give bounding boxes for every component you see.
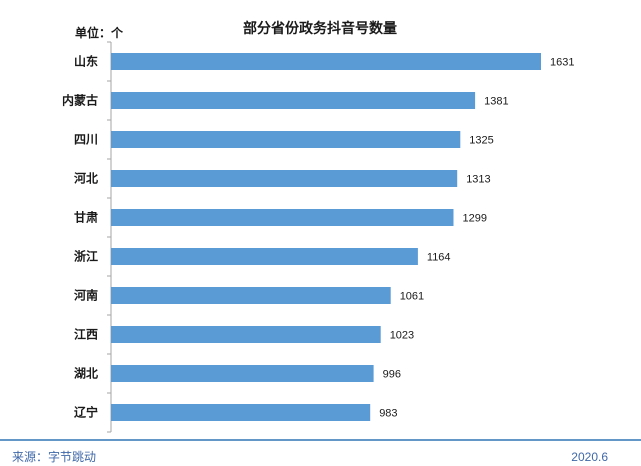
value-label: 1325 <box>469 135 493 147</box>
bar <box>111 209 454 226</box>
bar <box>111 287 391 304</box>
value-label: 1313 <box>466 174 490 186</box>
category-label: 四川 <box>74 133 98 147</box>
bar <box>111 404 371 421</box>
bar <box>111 92 476 109</box>
category-label: 浙江 <box>74 249 98 264</box>
category-label: 河北 <box>73 171 98 186</box>
value-label: 1164 <box>427 252 451 264</box>
bar <box>111 365 374 382</box>
value-label: 1023 <box>390 330 414 342</box>
category-label: 甘肃 <box>74 210 98 225</box>
value-label: 1631 <box>550 57 574 69</box>
category-label: 山东 <box>74 54 98 69</box>
bar <box>111 326 381 343</box>
value-label: 1061 <box>400 291 424 303</box>
category-label: 江西 <box>74 327 98 342</box>
value-label: 996 <box>383 369 401 381</box>
bar <box>111 53 541 70</box>
axis-ticks <box>107 41 111 433</box>
value-label: 983 <box>379 408 397 420</box>
bars <box>111 53 541 421</box>
footer-date: 2020.6 <box>571 450 608 464</box>
unit-label: 单位：个 <box>75 25 124 40</box>
value-label: 1299 <box>463 213 487 225</box>
value-label: 1381 <box>484 96 508 108</box>
chart-title: 部分省份政务抖音号数量 <box>243 20 397 37</box>
category-label: 辽宁 <box>74 405 98 420</box>
category-label: 河南 <box>73 288 98 303</box>
category-label: 内蒙古 <box>62 93 98 108</box>
bar <box>111 131 461 148</box>
footer-source: 来源：字节跳动 <box>12 449 96 464</box>
bar <box>111 248 418 265</box>
bar <box>111 170 458 187</box>
value-labels: 1631 1381 1325 1313 1299 1164 1061 1023 996 983 <box>379 57 574 420</box>
category-label: 湖北 <box>74 366 98 381</box>
